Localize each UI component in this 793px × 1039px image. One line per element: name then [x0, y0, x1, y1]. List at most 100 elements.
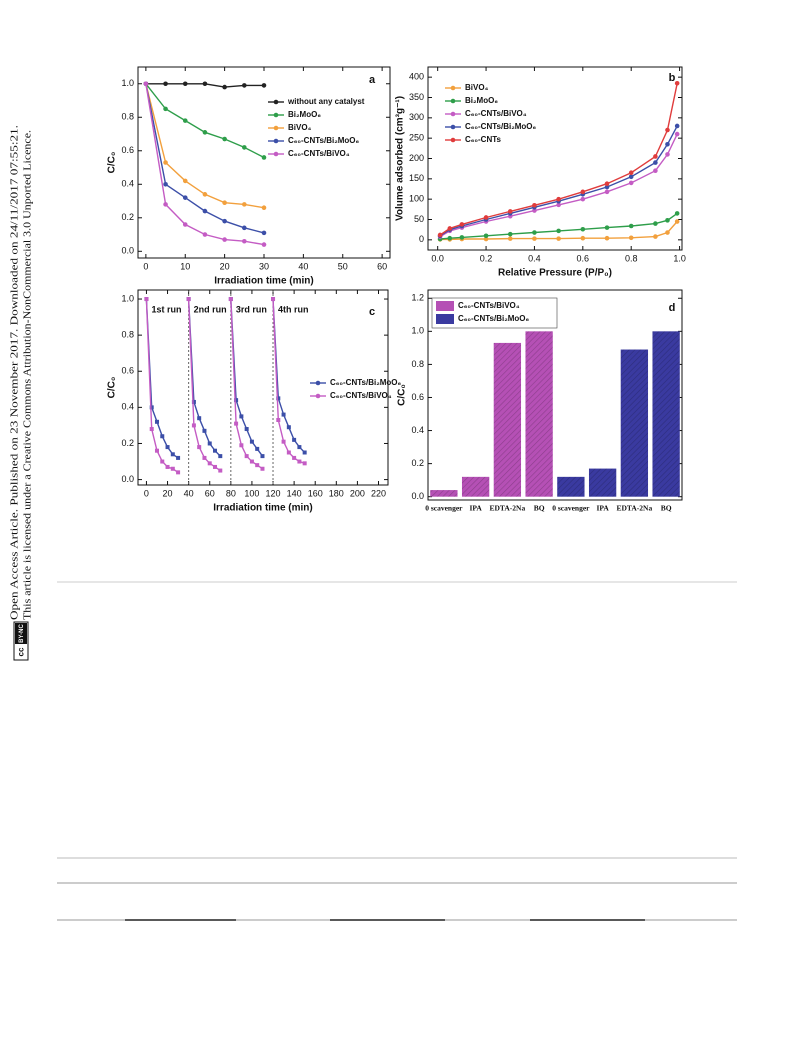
- legend-label: C₆₀-CNTs: [465, 135, 502, 144]
- data-point: [281, 412, 286, 417]
- data-point: [665, 141, 670, 147]
- x-tick-label: 0.8: [625, 253, 638, 263]
- data-point: [483, 233, 489, 239]
- data-point: [186, 297, 191, 302]
- data-point: [244, 427, 249, 432]
- data-point: [213, 448, 218, 453]
- x-tick-label: 100: [244, 488, 259, 498]
- bar: [430, 490, 458, 497]
- legend-label: C₆₀-CNTs/BiVO₄: [288, 149, 350, 158]
- y-tick-label: 0.8: [411, 359, 424, 369]
- data-point: [665, 127, 670, 133]
- y-tick-label: 200: [409, 153, 424, 163]
- plot-frame: [137, 289, 389, 486]
- y-tick-label: 0: [419, 234, 424, 244]
- x-tick-label: 20: [163, 488, 173, 498]
- panel-label: b: [669, 72, 676, 84]
- data-point: [302, 450, 307, 455]
- data-point: [176, 470, 181, 475]
- data-point: [143, 81, 149, 87]
- data-point: [532, 208, 537, 213]
- data-point: [653, 221, 658, 226]
- data-point: [197, 416, 202, 421]
- data-point: [271, 297, 276, 302]
- data-point: [242, 202, 247, 207]
- legend-label: BiVO₄: [465, 83, 489, 92]
- badge-icon: cc: [17, 647, 26, 656]
- x-axis-label: Irradiation time (min): [213, 503, 312, 514]
- plot-frame: [427, 289, 683, 501]
- data-point: [149, 427, 154, 432]
- y-axis-label: C/C₀: [397, 384, 408, 406]
- y-tick-label: 150: [409, 173, 424, 183]
- data-point: [507, 231, 513, 237]
- x-tick-label: 180: [329, 488, 344, 498]
- data-point: [628, 170, 634, 176]
- data-point: [604, 181, 610, 187]
- data-point: [160, 459, 165, 464]
- x-tick-label: 120: [266, 488, 281, 498]
- data-point: [483, 236, 489, 242]
- x-tick-label: 160: [308, 488, 323, 498]
- data-point: [459, 222, 465, 227]
- data-point: [222, 237, 227, 242]
- legend-label: BiVO₄: [288, 123, 312, 132]
- data-point: [228, 297, 233, 302]
- y-tick-label: 100: [409, 194, 424, 204]
- y-tick-label: 0.0: [121, 246, 134, 256]
- legend-marker: [315, 380, 321, 386]
- data-point: [286, 450, 291, 455]
- data-point: [182, 195, 188, 200]
- data-point: [674, 123, 680, 129]
- y-tick-label: 1.0: [121, 78, 134, 88]
- data-point: [297, 445, 302, 450]
- y-tick-label: 1.0: [121, 293, 134, 303]
- x-axis-label: Relative Pressure (P/P₀): [498, 268, 612, 279]
- data-point: [182, 81, 188, 87]
- data-point: [249, 439, 254, 444]
- data-point: [297, 459, 302, 464]
- data-point: [163, 81, 168, 87]
- data-point: [674, 219, 680, 224]
- x-tick-label: 40: [298, 261, 308, 271]
- data-point: [653, 154, 658, 159]
- panel-label: a: [369, 74, 376, 86]
- y-tick-label: 0.4: [121, 402, 134, 412]
- data-point: [447, 226, 453, 231]
- data-point: [653, 160, 658, 165]
- data-point: [197, 445, 202, 450]
- data-point: [255, 463, 260, 468]
- data-point: [218, 454, 223, 459]
- data-point: [242, 145, 247, 150]
- data-point: [202, 428, 207, 433]
- data-point: [163, 160, 168, 165]
- data-point: [628, 180, 634, 186]
- x-tick-label: 200: [350, 488, 365, 498]
- x-tick-label: 0 scavenger: [552, 504, 590, 513]
- data-point: [556, 202, 561, 208]
- x-tick-label: 50: [338, 261, 348, 271]
- data-point: [144, 297, 149, 302]
- x-axis-label: Irradiation time (min): [214, 276, 313, 287]
- legend-marker: [450, 85, 456, 91]
- data-point: [163, 202, 168, 207]
- annotation: 2nd run: [194, 304, 227, 314]
- x-tick-label: 0.4: [528, 253, 541, 263]
- data-point: [604, 225, 610, 230]
- panel-label: d: [669, 302, 676, 314]
- chart: 0.0 0.2 0.4 0.6 0.8 1.0 0 20 40 60 80 100 120 140 160 1…: [107, 289, 402, 514]
- data-point: [222, 84, 227, 90]
- panel-label: c: [369, 306, 375, 318]
- data-point: [242, 238, 247, 244]
- bar: [557, 476, 585, 497]
- data-point: [532, 230, 537, 235]
- y-tick-label: 0.4: [121, 179, 134, 189]
- data-point: [437, 232, 443, 238]
- data-point: [286, 425, 291, 430]
- bar: [525, 331, 553, 497]
- x-tick-label: BQ: [534, 504, 545, 513]
- data-point: [556, 196, 561, 202]
- data-point: [222, 200, 227, 206]
- legend-marker: [273, 151, 279, 157]
- y-tick-label: 400: [409, 72, 424, 82]
